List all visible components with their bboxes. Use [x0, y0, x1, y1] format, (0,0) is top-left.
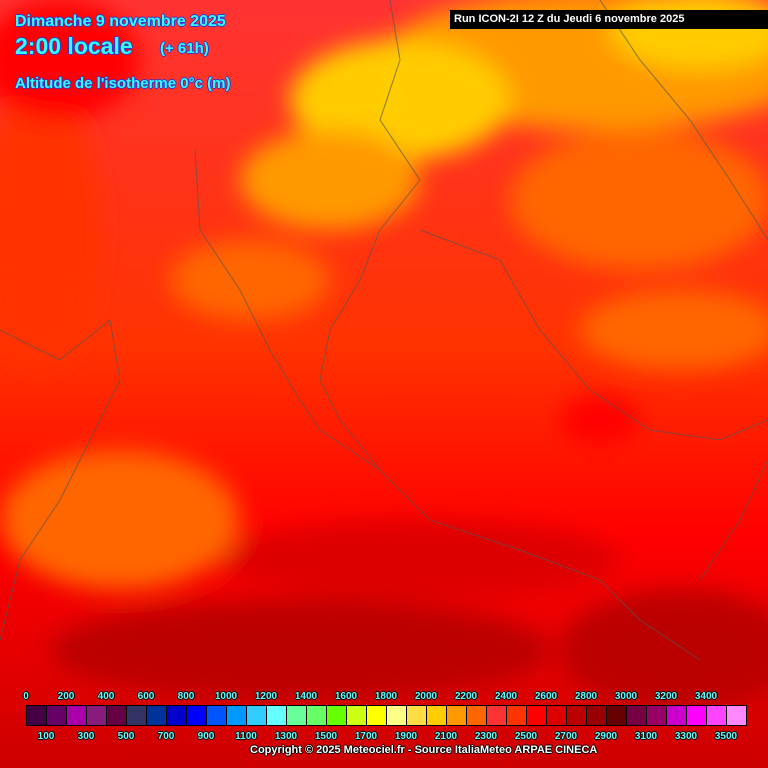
legend-swatch [267, 706, 287, 725]
legend-label: 2100 [434, 731, 458, 742]
isotherm-field [0, 0, 768, 710]
legend-label: 1100 [235, 731, 257, 742]
forecast-date: Dimanche 9 novembre 2025 [15, 13, 226, 30]
legend-swatch [727, 706, 746, 725]
legend-label: 600 [137, 691, 155, 702]
legend-swatch [307, 706, 327, 725]
legend-label: 3200 [654, 691, 678, 702]
legend-swatch [667, 706, 687, 725]
legend-label: 1900 [394, 731, 418, 742]
legend-swatch [427, 706, 447, 725]
legend-swatch [707, 706, 727, 725]
lead-time: (+ 61h) [160, 40, 209, 57]
legend-label: 1800 [374, 691, 398, 702]
legend-swatch [147, 706, 167, 725]
legend-swatch [167, 706, 187, 725]
legend-swatch [27, 706, 47, 725]
legend-swatch [447, 706, 467, 725]
legend-swatch [347, 706, 367, 725]
legend-swatch [127, 706, 147, 725]
legend-label: 3300 [674, 731, 698, 742]
legend-label: 3400 [694, 691, 718, 702]
legend-label: 1500 [314, 731, 338, 742]
legend-swatch [47, 706, 67, 725]
variable-title: Altitude de l'isotherme 0°c (m) [15, 75, 231, 92]
legend-swatch [187, 706, 207, 725]
legend-label: 500 [117, 731, 135, 742]
legend-label: 3100 [634, 731, 658, 742]
legend-color-bar [26, 705, 747, 726]
legend-label: 300 [77, 731, 95, 742]
legend-swatch [587, 706, 607, 725]
legend-swatch [507, 706, 527, 725]
legend-label: 400 [97, 691, 115, 702]
legend-label: 2700 [554, 731, 578, 742]
legend-label: 2400 [494, 691, 518, 702]
run-info: Run ICON-2I 12 Z du Jeudi 6 novembre 202… [450, 10, 768, 29]
legend-label: 1300 [274, 731, 298, 742]
legend-label: 1200 [254, 691, 278, 702]
legend-label: 2300 [474, 731, 498, 742]
legend-swatch [367, 706, 387, 725]
legend-label: 1700 [354, 731, 378, 742]
legend-swatch [407, 706, 427, 725]
legend-label: 3000 [614, 691, 638, 702]
legend-label: 2000 [414, 691, 438, 702]
legend-label: 2200 [454, 691, 478, 702]
legend-label: 1400 [294, 691, 318, 702]
legend-label: 2500 [514, 731, 538, 742]
forecast-time: 2:00 locale [15, 33, 133, 59]
legend-label: 900 [197, 731, 215, 742]
legend-swatch [647, 706, 667, 725]
legend-swatch [567, 706, 587, 725]
legend-label: 0 [23, 691, 29, 702]
legend-label: 3500 [714, 731, 738, 742]
legend-swatch [327, 706, 347, 725]
legend-label: 800 [177, 691, 195, 702]
legend-swatch [207, 706, 227, 725]
legend-label: 700 [157, 731, 175, 742]
copyright: Copyright © 2025 Meteociel.fr - Source I… [250, 744, 598, 756]
legend-swatch [627, 706, 647, 725]
legend-label: 2900 [594, 731, 618, 742]
legend-label: 200 [57, 691, 75, 702]
legend-swatch [487, 706, 507, 725]
legend-swatch [107, 706, 127, 725]
legend-swatch [547, 706, 567, 725]
legend-swatch [287, 706, 307, 725]
legend-label: 100 [37, 731, 55, 742]
legend-label: 1000 [214, 691, 238, 702]
legend-swatch [67, 706, 87, 725]
borders [0, 0, 768, 661]
legend-swatch [247, 706, 267, 725]
legend-label: 1600 [334, 691, 358, 702]
legend-swatch [227, 706, 247, 725]
legend-label: 2600 [534, 691, 558, 702]
legend-label: 2800 [574, 691, 598, 702]
legend-swatch [387, 706, 407, 725]
legend-swatch [527, 706, 547, 725]
legend-swatch [687, 706, 707, 725]
legend-swatch [87, 706, 107, 725]
legend-swatch [467, 706, 487, 725]
legend-swatch [607, 706, 627, 725]
